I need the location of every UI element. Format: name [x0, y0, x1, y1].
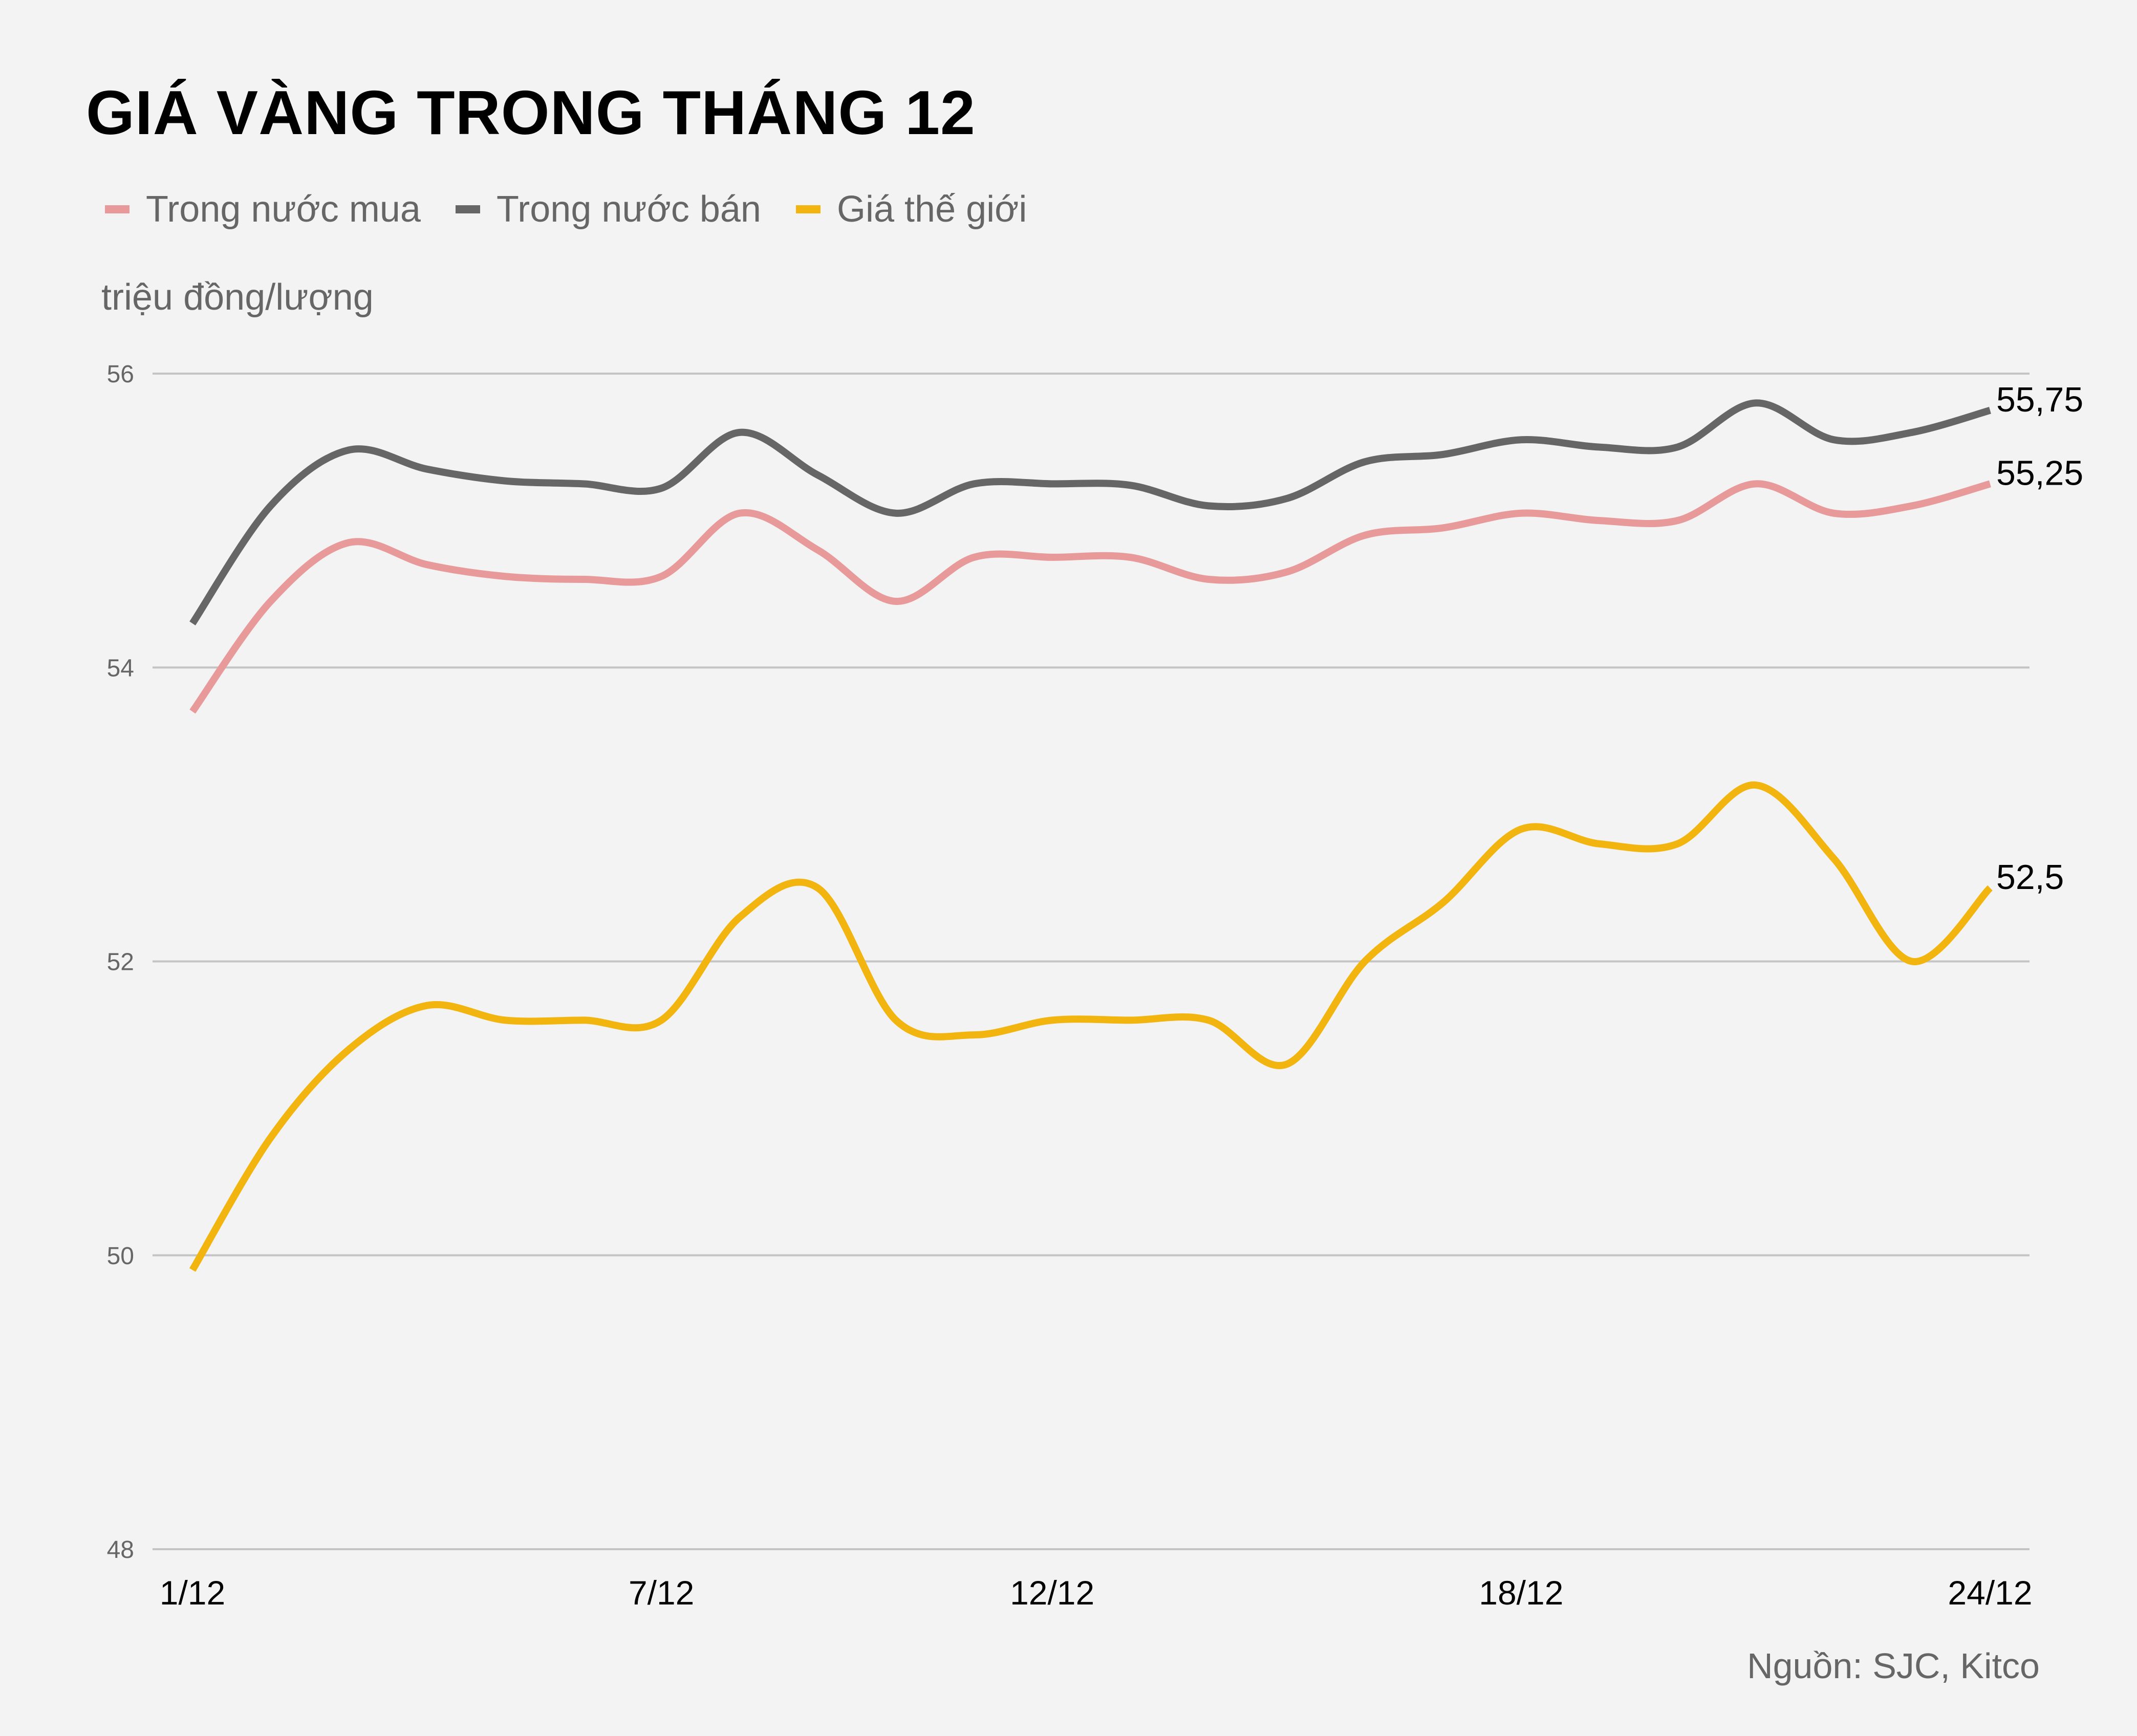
- legend: Trong nước mua Trong nước bán Giá thế gi…: [105, 188, 1027, 230]
- y-tick-label: 54: [107, 655, 134, 682]
- y-tick-label: 48: [107, 1536, 134, 1564]
- x-tick-label: 18/12: [1479, 1574, 1563, 1612]
- legend-label-buy: Trong nước mua: [146, 189, 421, 230]
- chart-title: GIÁ VÀNG TRONG THÁNG 12: [86, 78, 976, 147]
- legend-swatch-buy: [105, 205, 129, 213]
- end-value-label: 52,5: [1996, 858, 2064, 897]
- y-tick-label: 52: [107, 949, 134, 976]
- legend-swatch-sell: [455, 205, 480, 213]
- series-line: [189, 781, 1993, 1272]
- legend-swatch-world: [795, 205, 821, 213]
- legend-label-world: Giá thế giới: [836, 189, 1027, 230]
- y-tick-label: 50: [107, 1243, 134, 1270]
- y-tick-label: 56: [107, 361, 134, 388]
- legend-label-sell: Trong nước bán: [496, 189, 761, 230]
- source-note: Nguồn: SJC, Kitco: [1747, 1646, 2040, 1686]
- legend-item-sell: Trong nước bán: [455, 188, 761, 230]
- y-axis-unit-label: triệu đồng/lượng: [101, 277, 374, 318]
- x-tick-label: 7/12: [629, 1574, 694, 1612]
- end-value-label: 55,75: [1996, 380, 2083, 419]
- series-line: [189, 480, 1991, 714]
- series-line: [189, 399, 1991, 625]
- x-tick-label: 1/12: [160, 1574, 225, 1612]
- legend-item-world: Giá thế giới: [795, 188, 1027, 230]
- x-tick-label: 12/12: [1010, 1574, 1094, 1612]
- legend-item-buy: Trong nước mua: [105, 188, 421, 230]
- end-value-label: 55,25: [1996, 453, 2083, 492]
- x-tick-label: 24/12: [1948, 1574, 2032, 1612]
